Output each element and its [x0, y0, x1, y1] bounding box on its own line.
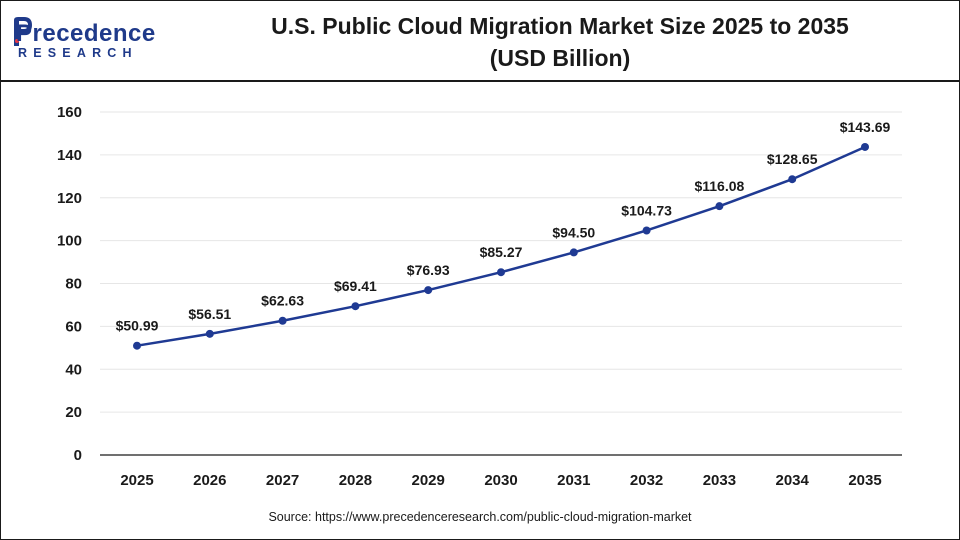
data-point [861, 142, 869, 151]
gridlines [100, 111, 902, 413]
data-point [642, 226, 651, 235]
source-note: Source: https://www.precedenceresearch.c… [268, 510, 692, 524]
chart-title-unit: (USD Billion) [489, 45, 631, 71]
x-tick-label: 2027 [266, 472, 299, 489]
data-points [133, 142, 869, 350]
x-tick-label: 2030 [484, 472, 517, 489]
y-tick-label: 40 [65, 361, 82, 378]
logo-subtext: RESEARCH [18, 46, 138, 60]
data-label: $50.99 [116, 318, 159, 334]
data-label: $143.69 [840, 119, 891, 135]
y-tick-label: 60 [65, 318, 82, 335]
chart-title-line: U.S. Public Cloud Migration Market Size … [271, 13, 849, 39]
chart-title: U.S. Public Cloud Migration Market Size … [200, 10, 920, 74]
data-labels: $50.99 $56.51 $62.63 $69.41 $76.93 $85.27 $94.… [116, 119, 891, 334]
y-tick-label: 80 [65, 276, 82, 293]
y-tick-label: 100 [57, 233, 82, 250]
x-tick-label: 2026 [193, 472, 226, 489]
x-tick-label: 2025 [120, 472, 153, 489]
data-point [133, 341, 141, 350]
data-label: $94.50 [552, 224, 595, 240]
data-label: $85.27 [480, 244, 523, 260]
data-point [497, 268, 505, 277]
data-point [788, 175, 797, 184]
y-tick-label: 0 [74, 447, 82, 464]
y-axis-ticks: 0 20 40 60 80 100 120 140 160 [57, 104, 82, 464]
data-label: $56.51 [188, 306, 231, 322]
x-axis-ticks: 2025 2026 2027 2028 2029 2030 2031 2032 2033 2034… [120, 472, 881, 489]
y-tick-label: 140 [57, 147, 82, 164]
data-label: $116.08 [694, 178, 744, 194]
logo-mark-icon [14, 17, 32, 46]
x-tick-label: 2031 [557, 472, 590, 489]
x-tick-label: 2035 [848, 472, 881, 489]
data-point [715, 202, 724, 211]
data-label: $62.63 [261, 293, 304, 309]
data-point [205, 329, 214, 338]
logo-wordmark: Precedence [16, 20, 156, 47]
data-point [278, 316, 287, 325]
data-label: $69.41 [334, 278, 377, 294]
data-label: $104.73 [621, 202, 672, 218]
x-tick-label: 2033 [703, 472, 736, 489]
header: Precedence RESEARCH U.S. Public Cloud Mi… [0, 0, 960, 82]
x-tick-label: 2029 [412, 472, 445, 489]
data-label: $76.93 [407, 262, 450, 278]
data-label: $128.65 [767, 151, 818, 167]
x-tick-label: 2028 [339, 472, 372, 489]
y-tick-label: 160 [57, 104, 82, 121]
data-point [351, 302, 360, 311]
data-point [569, 248, 578, 257]
y-tick-label: 20 [65, 404, 82, 421]
data-point [424, 286, 433, 295]
x-tick-label: 2032 [630, 472, 663, 489]
x-tick-label: 2034 [776, 472, 810, 489]
brand-logo: Precedence RESEARCH [14, 16, 166, 66]
y-tick-label: 120 [57, 190, 82, 207]
